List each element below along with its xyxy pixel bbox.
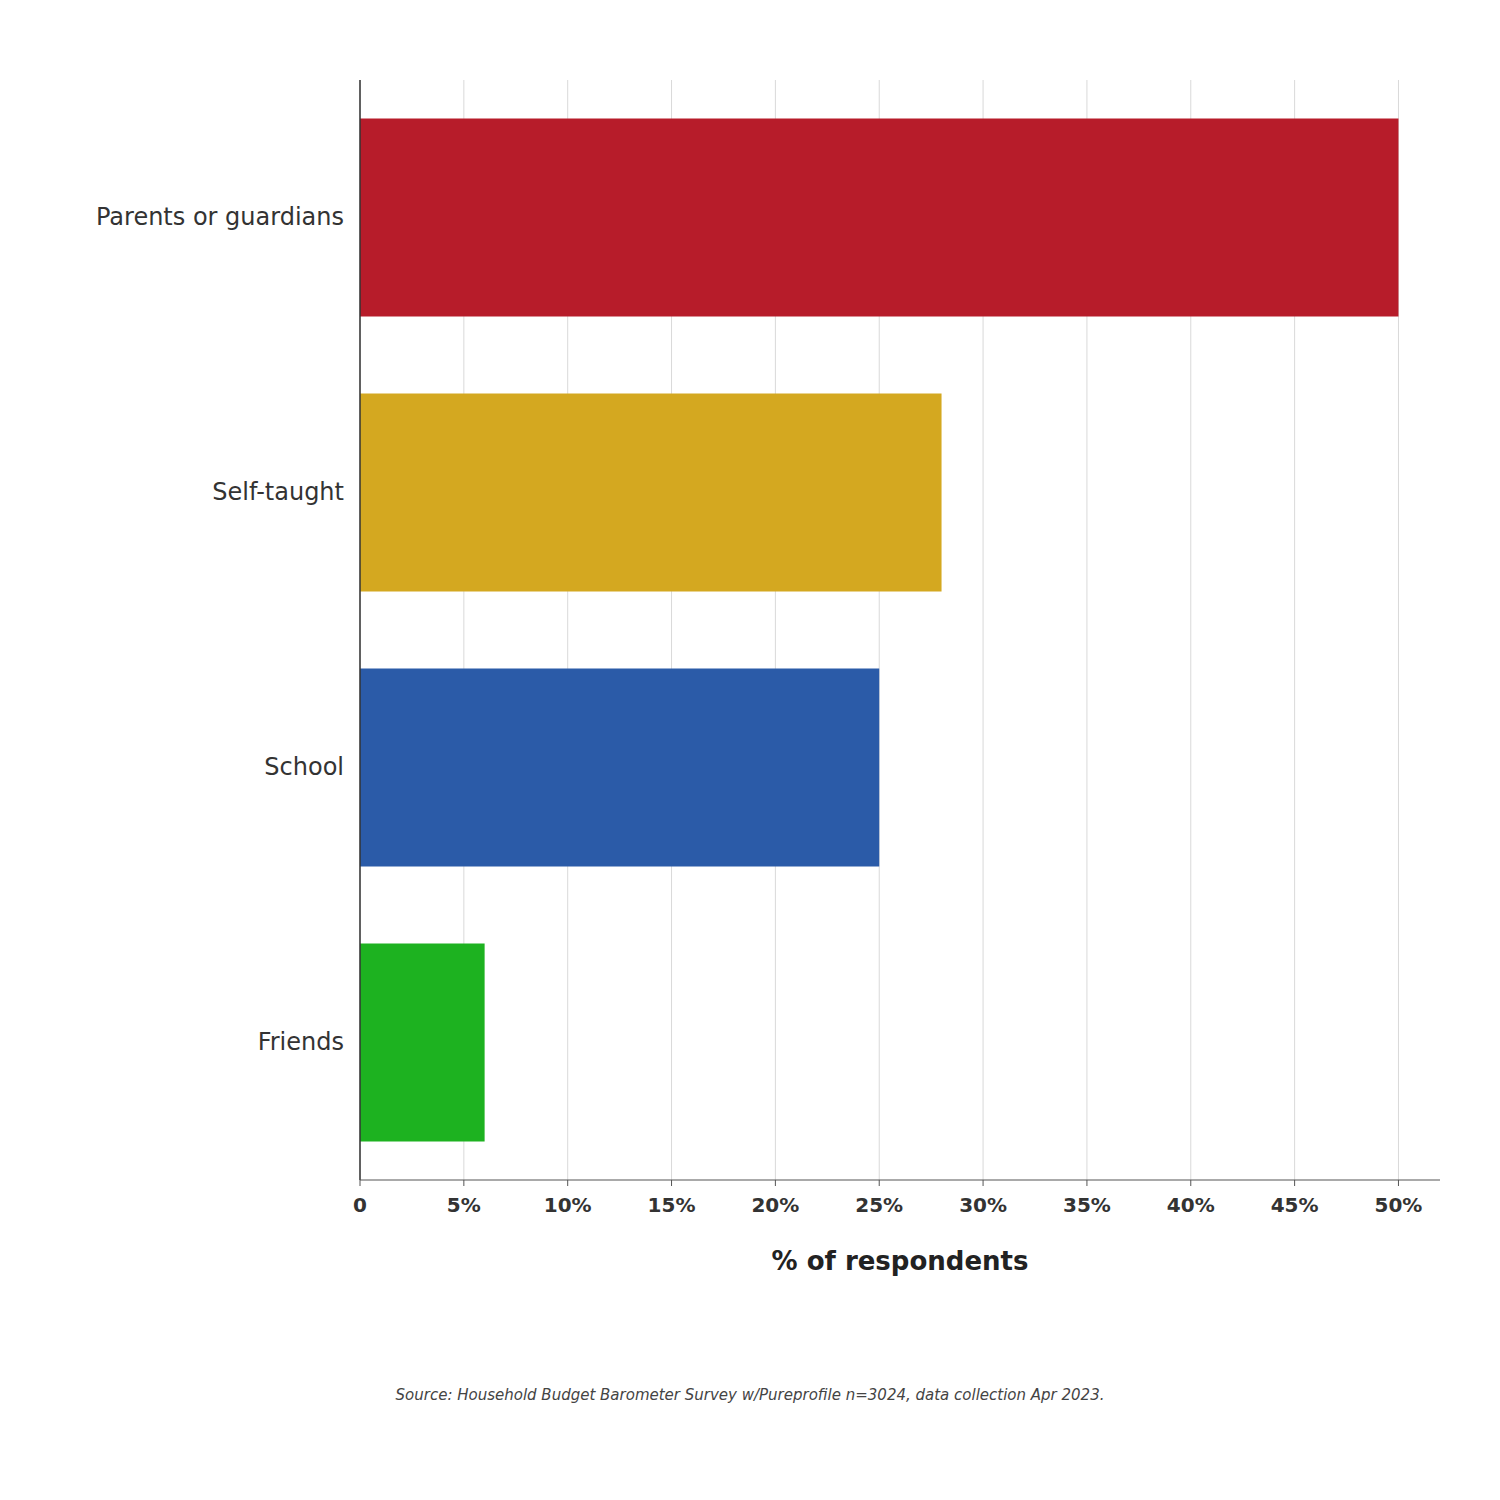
tick-label: 0	[353, 1193, 367, 1217]
y-ticks: Parents or guardians Self-taught School Fri…	[96, 203, 344, 1056]
tick-mark	[879, 1180, 880, 1186]
tick-label: 35%	[1063, 1193, 1111, 1217]
chart: 0 5% 10% 15% 20% 25% 30% 35% 40% 45% 50% Parents or…	[0, 0, 1500, 1500]
bar	[360, 669, 879, 867]
category-label: School	[264, 753, 344, 781]
y-axis-line	[359, 80, 361, 1180]
tick-mark	[463, 1180, 464, 1186]
chart-container: 0 5% 10% 15% 20% 25% 30% 35% 40% 45% 50% Parents or…	[0, 0, 1500, 1500]
tick-label: 30%	[959, 1193, 1007, 1217]
category-label: Self-taught	[212, 478, 344, 506]
bar	[360, 119, 1398, 317]
tick-label: 45%	[1271, 1193, 1319, 1217]
bar	[360, 944, 485, 1142]
tick-label: 10%	[544, 1193, 592, 1217]
source-note: Source: Household Budget Barometer Surve…	[396, 1386, 1105, 1404]
tick-mark	[1086, 1180, 1087, 1186]
tick-label: 40%	[1167, 1193, 1215, 1217]
tick-mark	[567, 1180, 568, 1186]
tick-mark	[1398, 1180, 1399, 1186]
bars	[360, 119, 1398, 1142]
tick-mark	[1294, 1180, 1295, 1186]
x-ticks: 0 5% 10% 15% 20% 25% 30% 35% 40% 45% 50%	[353, 1180, 1422, 1217]
tick-label: 25%	[855, 1193, 903, 1217]
x-axis-label: % of respondents	[772, 1246, 1029, 1276]
tick-label: 20%	[751, 1193, 799, 1217]
tick-mark	[671, 1180, 672, 1186]
tick-label: 50%	[1375, 1193, 1423, 1217]
x-axis-line	[360, 1180, 1440, 1181]
category-label: Parents or guardians	[96, 203, 344, 231]
tick-mark	[1190, 1180, 1191, 1186]
bar	[360, 394, 942, 592]
grid	[360, 80, 1398, 1180]
tick-mark	[360, 1180, 361, 1186]
tick-label: 5%	[447, 1193, 481, 1217]
tick-mark	[983, 1180, 984, 1186]
grid-line	[360, 80, 361, 1180]
tick-label: 15%	[648, 1193, 696, 1217]
category-label: Friends	[258, 1028, 344, 1056]
tick-mark	[775, 1180, 776, 1186]
